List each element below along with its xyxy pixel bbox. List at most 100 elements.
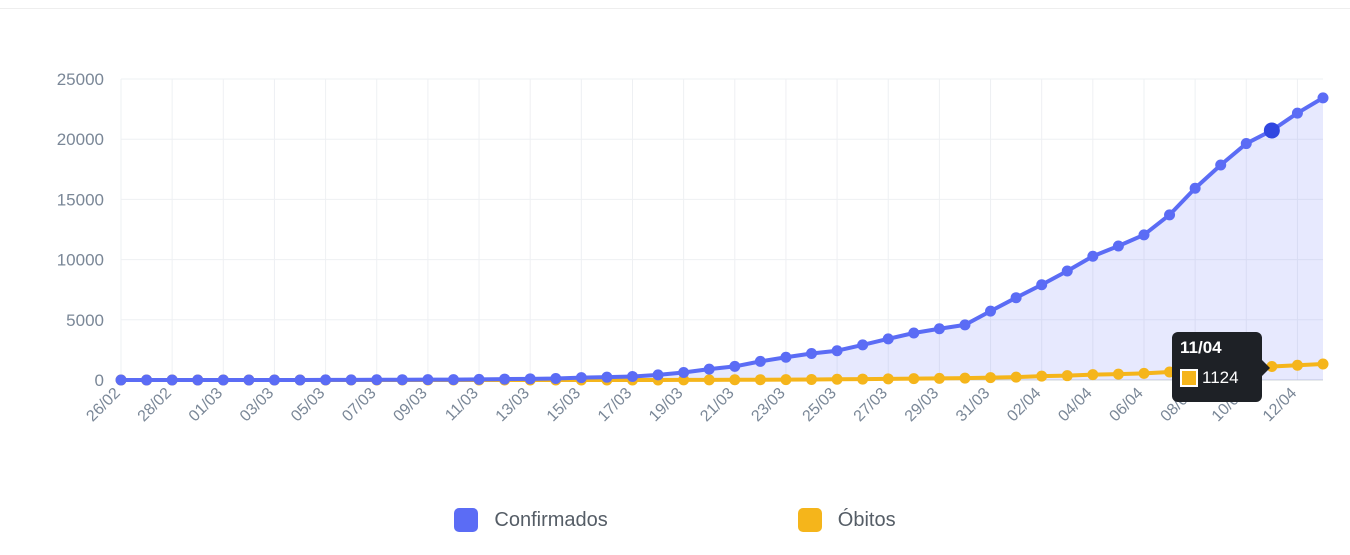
data-point-confirmados xyxy=(141,374,153,386)
data-point-obitos xyxy=(1291,359,1303,371)
data-point-obitos xyxy=(1138,367,1150,379)
top-divider xyxy=(0,8,1350,9)
data-point-obitos xyxy=(857,373,869,385)
data-point-obitos xyxy=(754,374,766,386)
x-tick-label: 17/03 xyxy=(595,385,635,425)
data-point-confirmados xyxy=(882,333,894,345)
data-point-confirmados xyxy=(1036,279,1048,291)
data-point-confirmados xyxy=(1087,250,1099,262)
data-point-confirmados xyxy=(396,374,408,386)
data-point-obitos xyxy=(780,374,792,386)
tooltip-swatch xyxy=(1180,369,1198,387)
data-point-confirmados xyxy=(1061,265,1073,277)
legend-item-confirmados[interactable]: Confirmados xyxy=(454,508,608,532)
data-point-confirmados xyxy=(626,370,638,382)
data-point-confirmados xyxy=(933,323,945,335)
x-tick-label: 15/03 xyxy=(544,385,584,425)
y-tick-label: 15000 xyxy=(57,190,104,209)
data-point-obitos xyxy=(1036,370,1048,382)
data-point-confirmados xyxy=(192,374,204,386)
x-tick-label: 06/04 xyxy=(1106,385,1146,425)
y-tick-label: 0 xyxy=(95,371,104,390)
data-point-obitos xyxy=(933,372,945,384)
x-tick-label: 31/03 xyxy=(953,385,993,425)
x-tick-label: 05/03 xyxy=(288,385,328,425)
y-tick-label: 10000 xyxy=(57,251,104,270)
data-point-confirmados xyxy=(320,374,332,386)
data-point-obitos xyxy=(985,372,997,384)
data-point-confirmados xyxy=(575,372,587,384)
data-point-obitos xyxy=(1317,358,1329,370)
data-point-confirmados xyxy=(1215,159,1227,171)
data-point-confirmados xyxy=(1164,209,1176,221)
data-point-confirmados xyxy=(115,374,127,386)
data-point-confirmados xyxy=(268,374,280,386)
data-point-obitos xyxy=(831,373,843,385)
x-tick-label: 13/03 xyxy=(493,385,533,425)
data-point-obitos xyxy=(1061,370,1073,382)
data-point-confirmados xyxy=(1189,182,1201,194)
x-tick-label: 21/03 xyxy=(697,385,737,425)
line-chart: 0 5000 10000 15000 20000 25000 26/02 28/02 01/03… xyxy=(57,70,1329,425)
data-point-confirmados xyxy=(1291,107,1303,119)
data-point-obitos xyxy=(806,373,818,385)
data-point-confirmados xyxy=(1317,92,1329,104)
x-tick-label: 01/03 xyxy=(186,385,226,425)
legend-swatch xyxy=(454,508,479,532)
data-point-obitos xyxy=(959,372,971,384)
data-point-highlight xyxy=(1263,122,1280,139)
data-point-confirmados xyxy=(678,367,690,379)
data-point-confirmados xyxy=(294,374,306,386)
legend-label: Óbitos xyxy=(837,508,896,531)
x-tick-label: 27/03 xyxy=(851,385,891,425)
x-tick-label: 25/03 xyxy=(800,385,840,425)
tooltip-row: 1124 xyxy=(1180,368,1254,388)
x-tick-label: 09/03 xyxy=(390,385,430,425)
x-tick-label: 07/03 xyxy=(339,385,379,425)
data-point-confirmados xyxy=(422,374,434,386)
data-point-obitos xyxy=(1087,369,1099,381)
legend-item-obitos[interactable]: Óbitos xyxy=(797,508,896,532)
x-tick-label: 28/02 xyxy=(135,385,175,425)
y-tick-label: 25000 xyxy=(57,70,104,89)
x-tick-label: 03/03 xyxy=(237,385,277,425)
data-point-confirmados xyxy=(217,374,229,386)
x-tick-label: 12/04 xyxy=(1260,385,1300,425)
data-point-confirmados xyxy=(499,373,511,385)
data-point-confirmados xyxy=(601,371,613,383)
area-confirmados xyxy=(121,97,1323,380)
data-point-obitos xyxy=(908,373,920,385)
data-point-confirmados xyxy=(908,327,920,339)
y-tick-label: 5000 xyxy=(66,311,104,330)
data-point-obitos xyxy=(729,374,741,386)
data-point-obitos xyxy=(703,374,715,386)
data-point-confirmados xyxy=(1010,292,1022,304)
x-tick-label: 29/03 xyxy=(902,385,942,425)
data-point-confirmados xyxy=(243,374,255,386)
data-point-confirmados xyxy=(959,319,971,331)
x-tick-label: 11/03 xyxy=(442,385,482,425)
x-tick-label: 26/02 xyxy=(83,385,123,425)
y-tick-label: 20000 xyxy=(57,130,104,149)
data-point-obitos xyxy=(1112,368,1124,380)
tooltip-value: 1124 xyxy=(1202,368,1239,387)
data-point-confirmados xyxy=(806,347,818,359)
data-point-confirmados xyxy=(550,373,562,385)
data-point-confirmados xyxy=(754,355,766,367)
data-point-confirmados xyxy=(1138,229,1150,241)
chart-legend: Confirmados Óbitos xyxy=(0,500,1350,540)
data-point-confirmados xyxy=(780,351,792,363)
data-point-confirmados xyxy=(729,360,741,372)
data-point-confirmados xyxy=(166,374,178,386)
chart-tooltip: 11/04 1124 xyxy=(1172,332,1270,402)
x-tick-label: 02/04 xyxy=(1004,385,1044,425)
data-point-confirmados xyxy=(524,373,536,385)
data-point-confirmados xyxy=(473,373,485,385)
legend-label: Confirmados xyxy=(494,508,608,531)
data-point-confirmados xyxy=(831,345,843,357)
data-point-confirmados xyxy=(1112,240,1124,252)
x-tick-label: 19/03 xyxy=(646,385,686,425)
x-tick-label: 04/04 xyxy=(1055,385,1095,425)
data-point-confirmados xyxy=(371,374,383,386)
